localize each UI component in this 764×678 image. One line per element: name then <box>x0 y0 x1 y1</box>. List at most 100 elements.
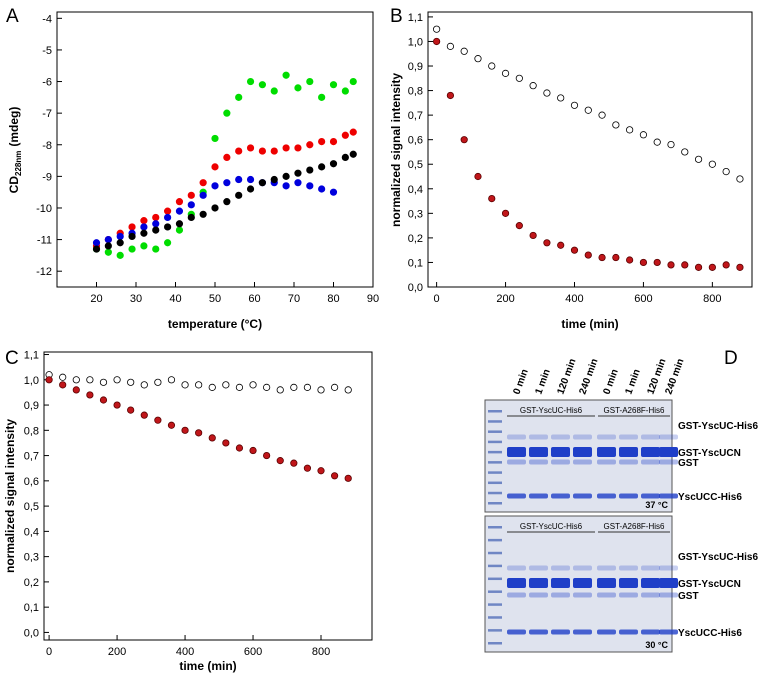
data-point <box>211 182 219 190</box>
data-point <box>246 175 255 184</box>
data-point <box>167 376 176 384</box>
y-tick-label: -12 <box>36 266 52 278</box>
y-title-sub: 228nm <box>14 151 23 176</box>
y-tick-label: -11 <box>37 235 52 247</box>
band <box>619 459 638 465</box>
y-tick-label: 0,8 <box>24 425 39 437</box>
data-point <box>175 198 184 206</box>
data-point <box>653 258 661 267</box>
data-point <box>349 128 357 136</box>
data-point <box>199 179 207 187</box>
band <box>573 434 592 440</box>
data-point <box>543 89 551 97</box>
band <box>597 447 616 457</box>
x-tick-label: 200 <box>108 646 126 658</box>
data-point <box>349 150 357 158</box>
band <box>507 447 526 457</box>
data-point <box>294 179 302 187</box>
marker-band <box>488 538 502 542</box>
data-point <box>59 373 67 381</box>
data-point <box>187 213 195 222</box>
band <box>551 493 570 499</box>
data-point <box>140 217 148 225</box>
x-tick-label: 90 <box>367 293 379 305</box>
data-point <box>529 82 537 90</box>
marker-band <box>488 629 502 632</box>
y-tick-label: 0,9 <box>408 61 423 73</box>
x-tick-label: 0 <box>46 646 52 658</box>
data-point <box>329 137 338 146</box>
data-point <box>140 229 148 237</box>
y-title-unit: (mdeg) <box>7 107 21 147</box>
data-point <box>211 163 219 171</box>
marker-band <box>488 450 502 454</box>
data-point <box>175 220 184 228</box>
band <box>597 434 616 440</box>
marker-band <box>488 440 502 444</box>
band <box>573 493 592 499</box>
data-point <box>341 131 349 139</box>
data-point <box>276 457 284 465</box>
data-point <box>164 207 172 215</box>
y-tick-label: 0,0 <box>24 627 39 639</box>
marker-band <box>488 430 502 433</box>
data-point <box>306 77 314 86</box>
band <box>619 447 638 457</box>
band <box>641 565 660 571</box>
data-point <box>708 160 716 168</box>
band <box>573 578 592 588</box>
temperature-label: 30 °C <box>645 640 668 650</box>
data-point <box>270 175 278 184</box>
y-tick-label: 0,1 <box>408 257 423 269</box>
y-tick-label: -8 <box>42 140 52 152</box>
band <box>551 434 570 440</box>
group-label: GST-A268F-His6 <box>604 522 665 531</box>
y-tick-label: 0,8 <box>408 86 423 98</box>
band <box>529 493 548 499</box>
data-point <box>104 242 112 250</box>
data-point <box>708 263 716 271</box>
data-point <box>488 62 496 70</box>
band <box>659 434 678 440</box>
data-point <box>152 226 160 234</box>
data-point <box>736 263 744 271</box>
y-tick-label: 0,5 <box>24 501 39 513</box>
data-point <box>211 134 219 143</box>
data-point <box>282 182 290 190</box>
data-point <box>543 239 551 247</box>
y-tick-label: 1,0 <box>408 36 423 48</box>
data-point <box>127 378 135 386</box>
band <box>551 459 570 465</box>
data-point <box>557 241 565 249</box>
data-point <box>164 239 172 247</box>
data-point <box>195 429 203 437</box>
marker-band <box>488 471 502 474</box>
band-label: YscUCC-His6 <box>678 628 742 639</box>
data-point <box>152 220 160 228</box>
plot-frame <box>43 351 373 641</box>
data-point <box>317 467 325 475</box>
band <box>659 592 678 598</box>
band <box>619 434 638 440</box>
band <box>551 578 570 588</box>
lane-label: 0 min <box>511 368 530 396</box>
data-point <box>282 172 290 180</box>
x-tick-label: 70 <box>288 293 300 305</box>
data-point <box>667 261 675 269</box>
data-point <box>235 444 244 452</box>
band-label: GST-YscUCN <box>678 579 741 590</box>
lane-label: 120 min <box>555 357 578 396</box>
band <box>619 493 638 499</box>
data-point <box>270 87 278 95</box>
data-point <box>86 391 94 399</box>
marker-band <box>488 616 502 619</box>
band <box>573 459 592 465</box>
band <box>641 629 660 635</box>
band-label: GST <box>678 591 699 602</box>
data-point <box>116 239 124 247</box>
data-point <box>235 175 243 184</box>
data-point <box>99 396 108 404</box>
y-axis-title: normalized signal intensity <box>3 419 17 573</box>
